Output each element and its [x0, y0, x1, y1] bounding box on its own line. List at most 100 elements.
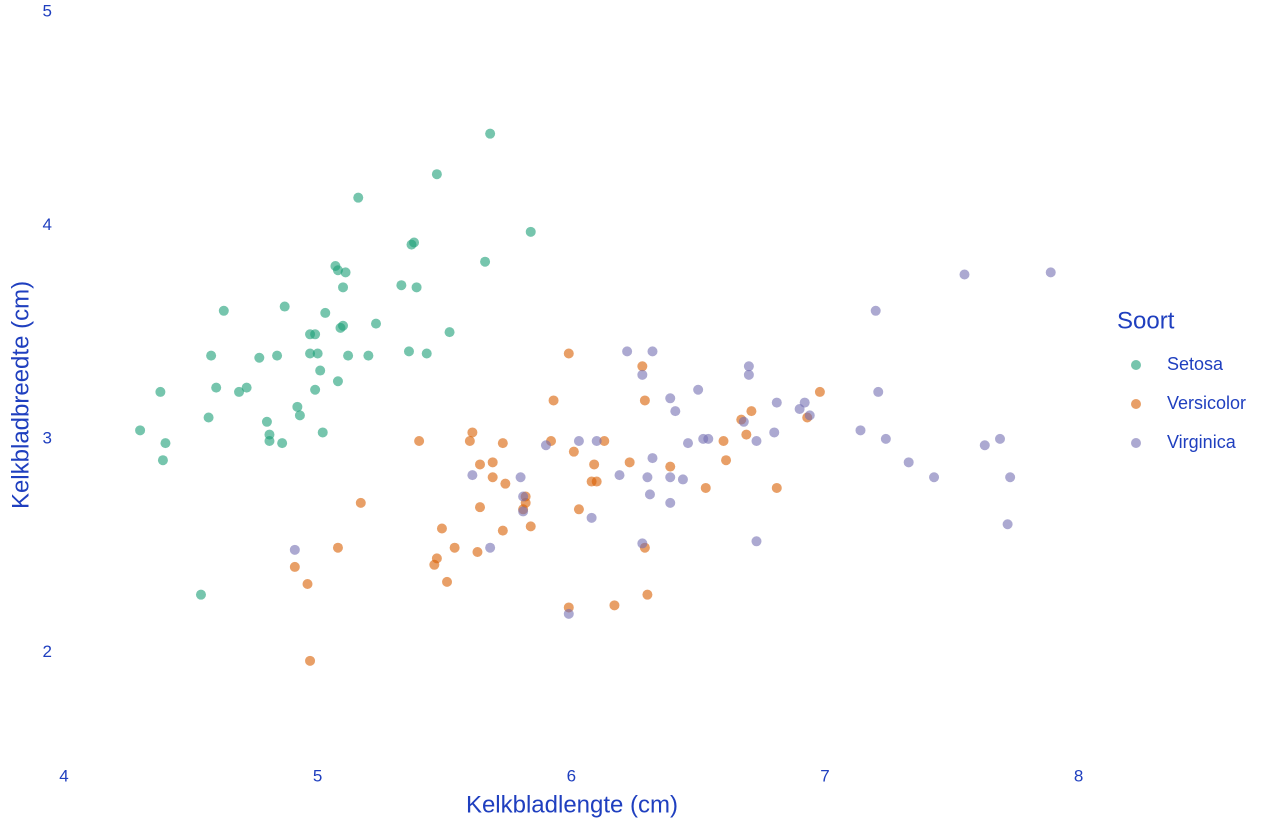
- point: [338, 282, 349, 293]
- point: [591, 476, 602, 487]
- point: [414, 435, 425, 446]
- legend-marker: [1131, 399, 1141, 409]
- point: [254, 352, 265, 363]
- point: [515, 472, 526, 483]
- point: [614, 470, 625, 481]
- point: [665, 497, 676, 508]
- point: [589, 459, 600, 470]
- point: [855, 425, 866, 436]
- point: [206, 350, 217, 361]
- point: [698, 433, 709, 444]
- point: [436, 523, 447, 534]
- point: [160, 438, 171, 449]
- y-tick-label: 2: [43, 642, 52, 661]
- point: [751, 435, 762, 446]
- point: [472, 546, 483, 557]
- point: [647, 453, 658, 464]
- point: [738, 416, 749, 427]
- point: [637, 369, 648, 380]
- point: [518, 506, 529, 517]
- point: [903, 457, 914, 468]
- point: [353, 192, 364, 203]
- point: [310, 329, 321, 340]
- point: [312, 348, 323, 359]
- point: [929, 472, 940, 483]
- y-axis-title: Kelkbladbreedte (cm): [7, 281, 34, 509]
- legend-label: Setosa: [1167, 354, 1224, 374]
- point: [234, 386, 245, 397]
- point: [665, 393, 676, 404]
- point: [315, 365, 326, 376]
- point: [371, 318, 381, 329]
- x-tick-label: 8: [1074, 766, 1083, 785]
- point: [464, 435, 475, 446]
- point: [647, 346, 658, 357]
- point: [563, 608, 574, 619]
- point: [467, 427, 478, 438]
- point: [289, 561, 300, 572]
- point: [563, 348, 574, 359]
- point: [637, 361, 648, 372]
- point: [599, 435, 610, 446]
- point: [302, 578, 313, 589]
- point: [310, 384, 321, 395]
- x-tick-label: 4: [59, 766, 68, 785]
- point: [305, 348, 316, 359]
- point: [409, 237, 420, 248]
- point: [525, 521, 536, 532]
- point: [332, 265, 343, 276]
- point: [642, 589, 653, 600]
- point: [683, 438, 693, 449]
- point: [665, 461, 676, 472]
- point: [320, 307, 331, 318]
- point: [272, 350, 283, 361]
- point: [403, 346, 414, 357]
- point: [317, 427, 328, 438]
- point: [743, 369, 754, 380]
- point: [665, 472, 676, 483]
- point: [995, 433, 1005, 444]
- point: [431, 169, 442, 180]
- point: [396, 280, 407, 291]
- point: [959, 269, 970, 280]
- point: [211, 382, 222, 393]
- point: [241, 382, 252, 393]
- point: [644, 489, 655, 500]
- point: [771, 397, 782, 408]
- point: [794, 403, 805, 414]
- point: [429, 559, 440, 570]
- point: [743, 361, 754, 372]
- point: [264, 435, 275, 446]
- point: [261, 416, 272, 427]
- point: [609, 600, 620, 611]
- point: [411, 282, 422, 293]
- point: [518, 491, 529, 502]
- point: [741, 429, 752, 440]
- x-tick-label: 5: [313, 766, 322, 785]
- point: [289, 544, 300, 555]
- point: [540, 440, 551, 451]
- point: [340, 267, 351, 278]
- point: [363, 350, 374, 361]
- point: [746, 406, 757, 417]
- point: [444, 327, 455, 338]
- point: [480, 256, 491, 267]
- point: [548, 395, 559, 406]
- point: [338, 320, 349, 331]
- y-tick-label: 3: [43, 428, 52, 447]
- x-tick-label: 6: [567, 766, 576, 785]
- point: [677, 474, 688, 485]
- point: [591, 435, 602, 446]
- point: [487, 472, 498, 483]
- x-tick-label: 7: [820, 766, 829, 785]
- point: [573, 504, 584, 515]
- point: [1002, 519, 1013, 530]
- point: [155, 386, 166, 397]
- point: [485, 542, 496, 553]
- legend-label: Versicolor: [1167, 393, 1246, 413]
- point: [305, 655, 316, 666]
- point: [500, 478, 511, 489]
- legend-label: Virginica: [1167, 432, 1237, 452]
- point: [624, 457, 635, 468]
- point: [979, 440, 990, 451]
